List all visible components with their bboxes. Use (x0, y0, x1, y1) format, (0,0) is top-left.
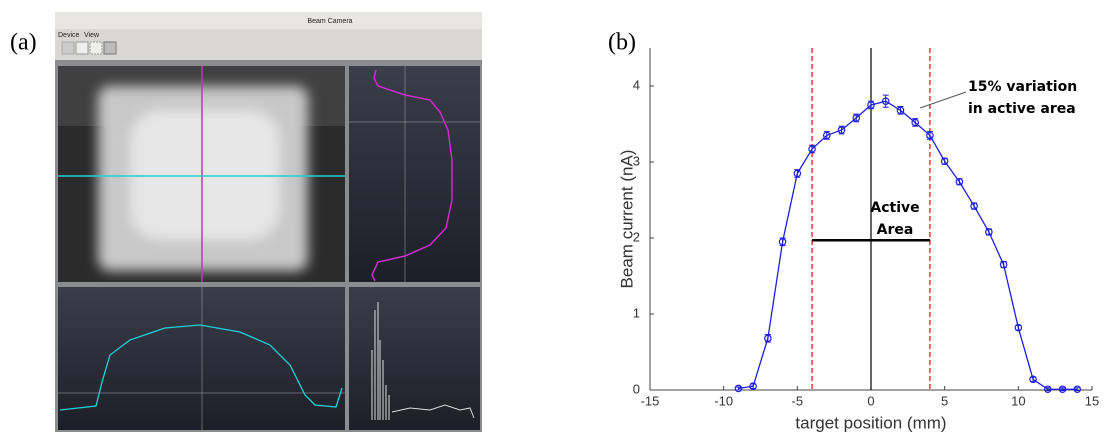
data-point (955, 177, 964, 186)
app-window: Beam Camera Device View (55, 12, 482, 432)
y-axis-label: Beam current (nA) (617, 150, 636, 289)
toolbar (61, 41, 117, 55)
tool-button[interactable] (75, 41, 89, 55)
error-bar (897, 106, 904, 115)
annotation-pointer (919, 91, 967, 109)
error-bar (868, 100, 874, 110)
y-tick-label: 3 (633, 153, 640, 168)
menu-item[interactable]: View (84, 32, 100, 39)
window-title: Beam Camera (307, 18, 352, 25)
data-point (1029, 375, 1037, 384)
data-point (896, 106, 905, 115)
data-point (999, 260, 1008, 269)
error-bar (838, 125, 845, 135)
data-point (1073, 385, 1082, 394)
x-tick-label: -15 (641, 393, 660, 408)
data-point (837, 126, 846, 134)
error-bar (882, 94, 889, 108)
title-bar (55, 12, 482, 29)
error-bar (853, 113, 860, 123)
vertical-profile (349, 66, 480, 282)
x-tick-label: 5 (941, 393, 948, 408)
x-tick-label: -5 (792, 393, 804, 408)
data-point (793, 169, 802, 178)
y-tick-label: 0 (633, 381, 640, 396)
data-point (867, 101, 875, 109)
panel-label: (a) (10, 30, 37, 56)
camera-view (58, 66, 345, 282)
annotation: Active (870, 200, 919, 216)
tool-button[interactable] (103, 41, 117, 55)
y-tick-label: 1 (633, 305, 640, 320)
annotation: in active area (968, 101, 1076, 117)
x-tick-label: 0 (867, 393, 874, 408)
annotation: 15% variation (968, 79, 1077, 95)
data-point (926, 131, 934, 140)
data-point (1058, 385, 1067, 394)
error-bar (1059, 387, 1066, 392)
data-point (970, 202, 978, 210)
histogram (349, 287, 480, 430)
x-tick-label: 15 (1085, 393, 1099, 408)
data-point (1044, 385, 1052, 394)
x-axis-label: target position (mm) (795, 413, 946, 432)
error-bar (1074, 387, 1081, 392)
tool-button[interactable] (89, 41, 103, 55)
y-tick-label: 4 (633, 77, 640, 92)
chart-b: -15 -10 -5 0 5 10 15 0 1 2 3 4 target position (mm) B… (617, 48, 1099, 432)
x-tick-label: -10 (714, 393, 733, 408)
data-point (822, 131, 831, 140)
data-point (985, 228, 993, 236)
tool-button[interactable] (61, 41, 75, 55)
error-bar (809, 144, 816, 154)
data-point (764, 334, 772, 343)
data-line (738, 100, 1078, 390)
panel-label: (b) (608, 30, 636, 56)
data-point (778, 238, 787, 246)
data-point (749, 382, 757, 391)
error-bar (779, 237, 786, 247)
menu-item[interactable]: Device (58, 32, 80, 39)
data-point (911, 118, 920, 127)
data-point (940, 157, 949, 166)
data-point (852, 114, 861, 122)
y-tick-label: 2 (633, 229, 640, 244)
data-point (808, 145, 816, 153)
data-point (881, 97, 890, 106)
data-point (1014, 323, 1023, 332)
error-bar (735, 386, 742, 391)
data-point (734, 384, 743, 393)
annotation: Area (877, 222, 914, 238)
error-bar (1044, 387, 1051, 392)
horizontal-profile (58, 287, 345, 430)
x-tick-label: 10 (1011, 393, 1025, 408)
